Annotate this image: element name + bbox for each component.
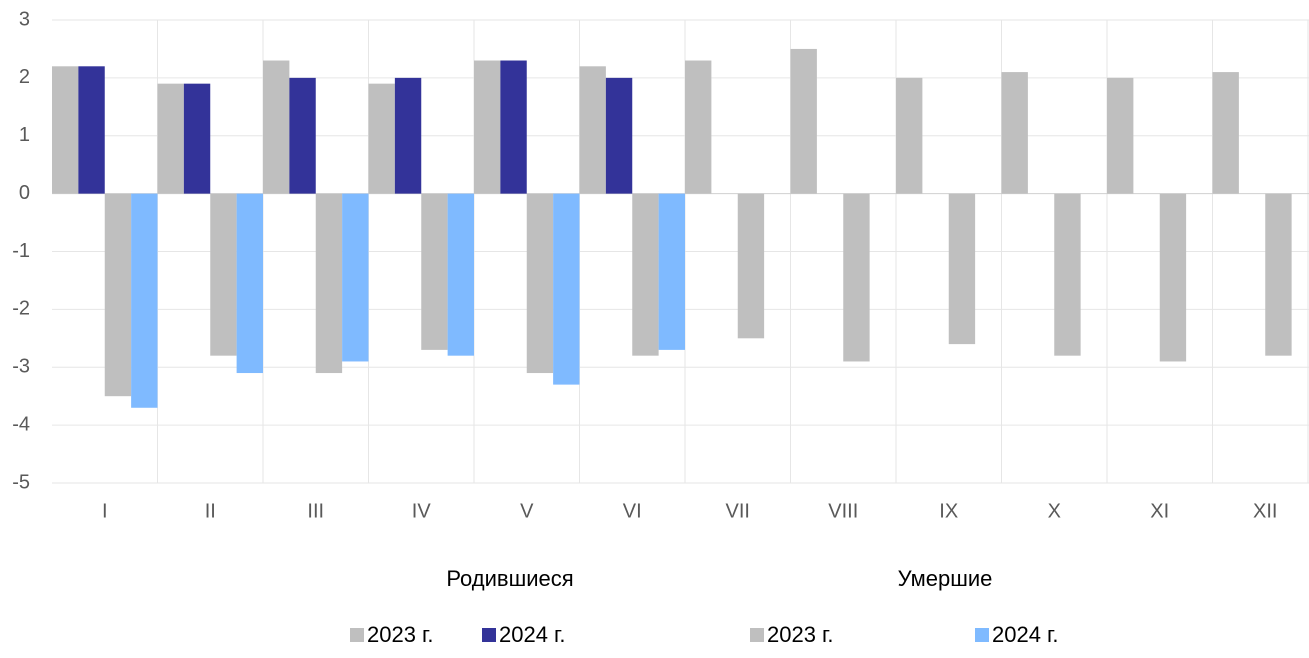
x-tick-label: IX [939, 500, 958, 522]
y-tick-label: -3 [12, 356, 30, 378]
bar [948, 193, 976, 345]
legend-swatch [750, 628, 764, 642]
y-tick-label: -4 [12, 413, 30, 435]
bar [685, 60, 712, 194]
bar [131, 193, 158, 408]
bar [157, 83, 184, 194]
y-tick-label: 1 [19, 124, 30, 146]
bar [474, 60, 501, 194]
y-tick-label: -2 [12, 298, 30, 320]
bar [1001, 72, 1028, 194]
bar [1212, 72, 1239, 194]
bar [790, 48, 817, 194]
y-tick-label: -5 [12, 471, 30, 493]
bar [579, 66, 606, 194]
legend-label: 2024 г. [992, 622, 1059, 647]
bar [394, 77, 422, 194]
bar [263, 60, 290, 194]
bar [104, 193, 132, 397]
legend-label: 2024 г. [499, 622, 566, 647]
bar [1107, 77, 1134, 194]
bar [1054, 193, 1081, 356]
y-tick-label: 3 [19, 8, 30, 30]
bar [78, 66, 105, 194]
bar [896, 77, 923, 194]
bar [658, 193, 685, 350]
x-tick-label: XII [1253, 500, 1277, 522]
x-tick-label: VII [726, 500, 750, 522]
bar [368, 83, 395, 194]
bar [737, 193, 765, 339]
bar [315, 193, 343, 374]
x-tick-label: III [307, 500, 324, 522]
bar [500, 60, 527, 194]
group-label: Родившиеся [446, 566, 573, 591]
x-tick-label: IV [412, 500, 432, 522]
bar [52, 66, 79, 194]
legend-label: 2023 г. [367, 622, 434, 647]
x-tick-label: V [520, 500, 534, 522]
bar [447, 193, 474, 356]
x-tick-label: X [1048, 500, 1061, 522]
legend-swatch [975, 628, 989, 642]
bar [289, 77, 316, 194]
x-tick-label: I [102, 500, 108, 522]
legend-swatch [482, 628, 496, 642]
bar [342, 193, 369, 362]
bar [605, 77, 633, 194]
bar [1159, 193, 1187, 362]
bar [553, 193, 580, 385]
bar [1265, 193, 1292, 356]
bar [236, 193, 263, 374]
bar [632, 193, 659, 356]
x-tick-label: VIII [828, 500, 858, 522]
x-tick-label: II [205, 500, 216, 522]
x-tick-label: VI [623, 500, 642, 522]
legend-swatch [350, 628, 364, 642]
legend-label: 2023 г. [767, 622, 834, 647]
bar [421, 193, 448, 350]
y-tick-label: 2 [19, 66, 30, 88]
x-tick-label: XI [1150, 500, 1169, 522]
y-tick-label: 0 [19, 182, 30, 204]
bar [843, 193, 870, 362]
bar [210, 193, 237, 356]
y-tick-label: -1 [12, 240, 30, 262]
bar [526, 193, 554, 374]
bar [183, 83, 211, 194]
group-label: Умершие [898, 566, 993, 591]
